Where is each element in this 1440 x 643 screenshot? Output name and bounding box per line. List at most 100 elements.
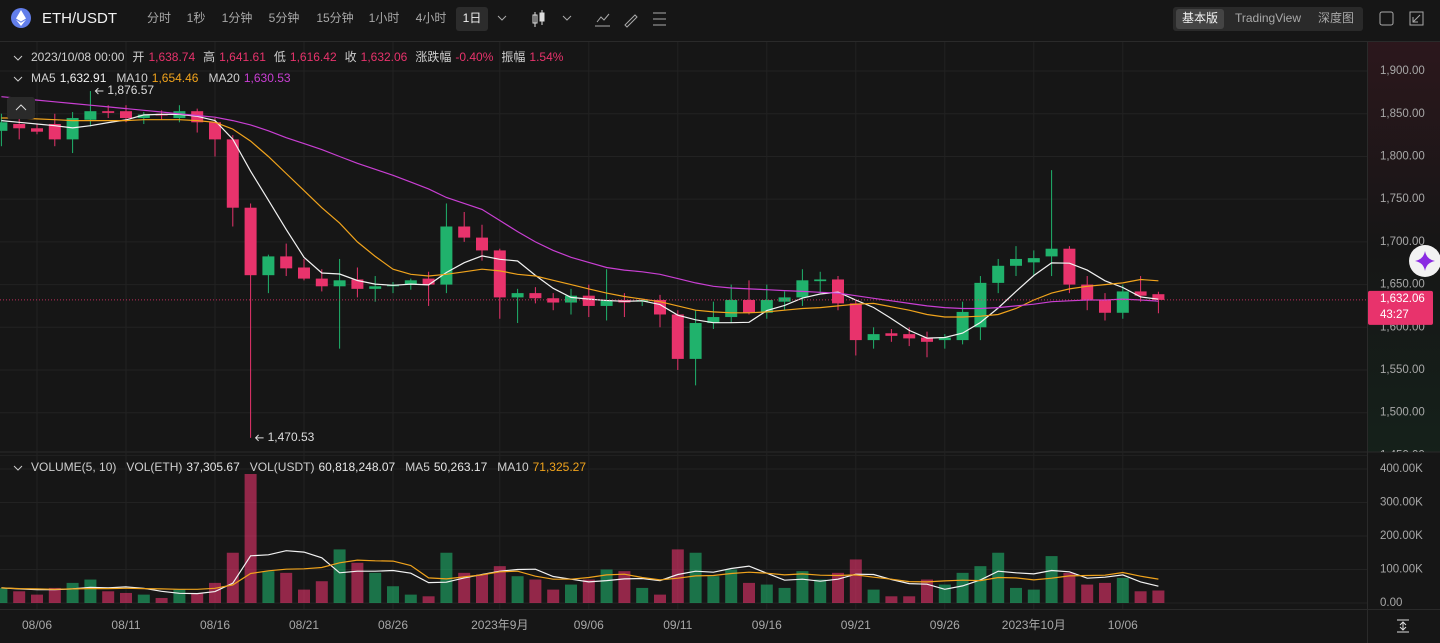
interval-tab[interactable]: 分时 <box>147 11 171 25</box>
legend-name: MA10 <box>497 460 529 474</box>
legend-toggle[interactable] <box>13 55 23 61</box>
candle-body <box>849 303 862 341</box>
axis-settings-icon[interactable] <box>1397 619 1409 633</box>
dropdown-icon[interactable] <box>497 15 507 21</box>
info-name: 开 <box>132 50 144 64</box>
collapse-button[interactable] <box>7 97 35 119</box>
settings-icon[interactable] <box>653 12 666 26</box>
volume-tick-label: 300.00K <box>1380 497 1423 509</box>
volume-bar <box>404 594 417 604</box>
fullscreen-icon[interactable] <box>1409 11 1424 26</box>
candle-body <box>814 279 827 282</box>
legend-value: 60,818,248.07 <box>318 460 395 474</box>
annotation-arrow <box>94 87 104 95</box>
volume-bar <box>48 587 61 604</box>
legend-toggle[interactable] <box>13 465 23 471</box>
volume-bar <box>173 589 186 604</box>
view-tab[interactable]: TradingView <box>1235 11 1301 25</box>
candle-body <box>351 279 364 289</box>
volume-bar <box>315 581 328 604</box>
candle-body <box>547 298 560 303</box>
volume-bar <box>565 584 577 604</box>
candle-body <box>493 250 506 298</box>
volume-bar <box>84 579 97 604</box>
interval-tab[interactable]: 4小时 <box>416 11 447 25</box>
candle-body <box>1116 291 1129 313</box>
volume-bar <box>725 569 738 604</box>
candle-body <box>137 114 150 119</box>
volume-bar <box>903 596 916 604</box>
volume-bar <box>209 582 221 604</box>
coin-glyph <box>16 10 26 26</box>
chart-type-icon[interactable] <box>532 10 545 27</box>
interval-tab[interactable]: 1分钟 <box>222 10 253 25</box>
layout-icon[interactable] <box>1379 11 1394 26</box>
candle-body <box>707 317 720 324</box>
volume-bar <box>671 549 684 604</box>
candle-body <box>529 293 542 299</box>
info-name: 高 <box>203 49 215 64</box>
interval-tab[interactable]: 1日 <box>463 11 482 25</box>
candle-body <box>298 267 310 279</box>
volume-bar <box>1063 572 1076 604</box>
legend-value: 37,305.67 <box>186 460 240 474</box>
view-tab[interactable]: 深度图 <box>1318 10 1354 25</box>
volume-bar <box>832 572 844 604</box>
info-name: 收 <box>345 50 357 64</box>
info-value: 1.54% <box>529 50 563 64</box>
volume-bar <box>921 579 933 604</box>
volume-tick-label: 0.00 <box>1380 597 1402 609</box>
volume-tick-label: 100.00K <box>1380 564 1423 576</box>
volume-bar <box>422 596 435 604</box>
draw-icon[interactable] <box>624 14 638 28</box>
ma-line <box>1 96 1159 310</box>
annotation-arrow <box>254 434 264 442</box>
volume-bar <box>137 594 150 604</box>
candle-body <box>262 256 275 276</box>
ma-line <box>1 113 1159 339</box>
volume-bar <box>796 571 809 604</box>
interval-tab[interactable]: 5分钟 <box>269 10 300 25</box>
y-tick-label: 1,500.00 <box>1380 407 1425 419</box>
candle-body <box>102 111 115 113</box>
legend-toggle[interactable] <box>13 76 23 82</box>
legend-value: 71,325.27 <box>533 460 587 474</box>
info-value: 1,616.42 <box>290 50 337 64</box>
x-tick-label: 09/26 <box>930 618 960 632</box>
candle-body <box>885 333 898 336</box>
volume-bar <box>689 552 702 604</box>
indicator-icon[interactable] <box>595 13 610 27</box>
candle-body <box>867 334 880 341</box>
candle-body <box>48 124 61 140</box>
info-value: -0.40% <box>455 50 493 64</box>
symbol[interactable]: ETH/USDT <box>42 10 117 27</box>
candle-body <box>778 297 791 302</box>
candle-body <box>244 207 257 276</box>
legend-name: VOL(ETH) <box>126 460 182 474</box>
view-tab[interactable]: 基本版 <box>1182 11 1218 25</box>
interval-tab[interactable]: 15分钟 <box>316 10 353 25</box>
candle-body <box>120 111 132 119</box>
interval-tab[interactable]: 1秒 <box>187 11 206 25</box>
candle-body <box>600 299 613 306</box>
x-tick-label: 2023年9月 <box>471 618 528 632</box>
interval-tab[interactable]: 1小时 <box>369 11 400 25</box>
volume-bar <box>102 591 115 604</box>
dropdown-icon[interactable] <box>562 15 572 21</box>
x-tick-label: 09/16 <box>752 618 782 632</box>
price-panel: 1,876.57 1,470.53 <box>0 83 1165 444</box>
y-tick-label: 1,750.00 <box>1380 193 1425 205</box>
candle-body <box>992 265 1005 283</box>
volume-bar <box>493 566 506 604</box>
volume-bar <box>476 574 488 604</box>
volume-bar <box>387 586 399 604</box>
volume-bar <box>547 589 560 604</box>
volume-bar <box>333 549 346 604</box>
info-value: 1,632.06 <box>361 50 408 64</box>
info-name: 涨跌幅 <box>415 49 451 64</box>
y-tick-label: 1,800.00 <box>1380 150 1425 162</box>
legend-name: MA5 <box>31 71 56 85</box>
candle-body <box>1152 294 1165 300</box>
last-price-tag <box>1368 290 1433 325</box>
